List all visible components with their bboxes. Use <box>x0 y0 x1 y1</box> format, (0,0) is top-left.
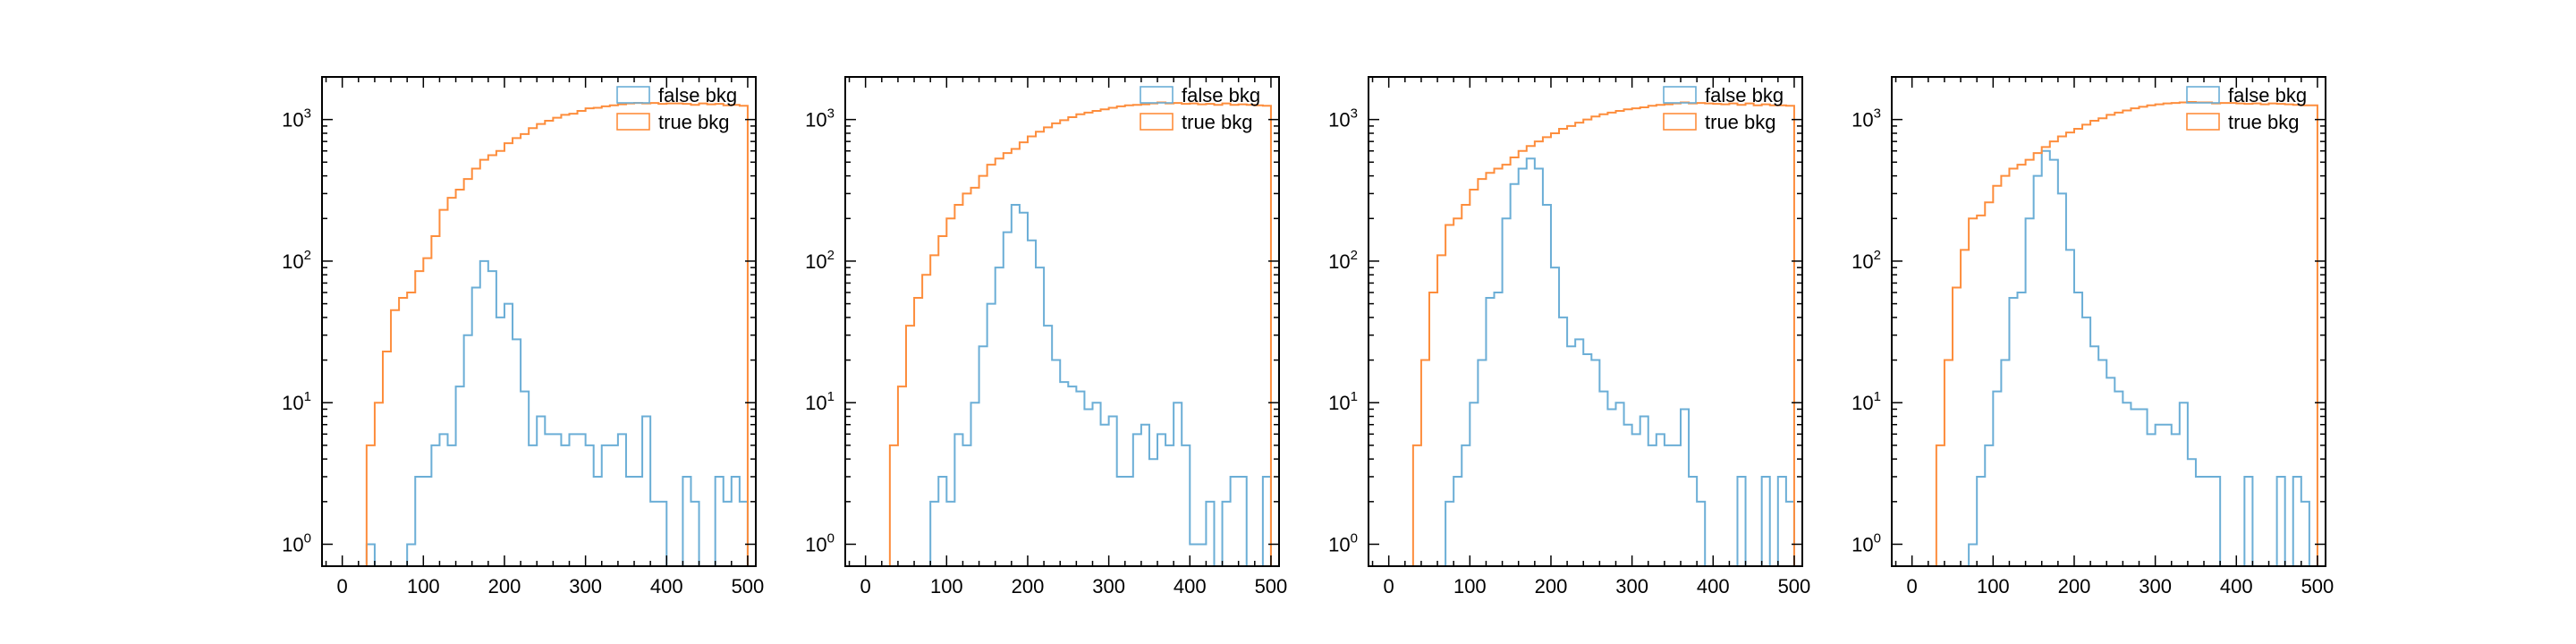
x-tick-label: 400 <box>1697 575 1730 597</box>
x-tick-label: 500 <box>1778 575 1811 597</box>
y-tick-label: 101 <box>805 389 835 414</box>
series-true-bkg-line <box>888 101 1272 566</box>
x-tick-label: 200 <box>1012 575 1045 597</box>
y-tick-label: 100 <box>282 530 311 555</box>
legend: false bkg true bkg <box>1140 84 1260 133</box>
x-tick-label: 300 <box>1615 575 1648 597</box>
legend: false bkg true bkg <box>2186 84 2307 133</box>
legend-label-false-bkg: false bkg <box>2228 84 2307 106</box>
legend-label-true-bkg: true bkg <box>1705 111 1776 133</box>
x-tick-label: 100 <box>930 575 963 597</box>
series-false-bkg-line <box>929 203 1272 566</box>
series-true-bkg-line <box>1411 101 1795 566</box>
y-tick-label: 100 <box>1328 530 1358 555</box>
plot-frame <box>1891 76 2326 567</box>
x-tick-label: 0 <box>337 575 348 597</box>
x-tick-label: 300 <box>2139 575 2172 597</box>
x-tick-label: 400 <box>1174 575 1207 597</box>
legend-label-true-bkg: true bkg <box>1182 111 1253 133</box>
legend-swatch-true-bkg <box>1140 113 1174 131</box>
legend-swatch-false-bkg <box>616 86 650 104</box>
y-tick-label: 103 <box>1852 106 1881 131</box>
series-false-bkg-line <box>365 259 749 566</box>
plot-frame <box>1368 76 1803 567</box>
plot-frame <box>321 76 757 567</box>
x-tick-label: 0 <box>1384 575 1394 597</box>
series-false-bkg-line <box>1968 149 2310 566</box>
legend-swatch-true-bkg <box>616 113 650 131</box>
x-tick-label: 200 <box>1535 575 1568 597</box>
x-tick-label: 100 <box>407 575 440 597</box>
y-tick-label: 102 <box>1852 248 1881 273</box>
series-false-bkg-line <box>1445 157 1795 566</box>
legend-swatch-false-bkg <box>1663 86 1697 104</box>
series-true-bkg-line <box>1935 101 2318 566</box>
legend-swatch-true-bkg <box>1663 113 1697 131</box>
y-tick-label: 100 <box>1852 530 1881 555</box>
x-tick-label: 300 <box>1092 575 1125 597</box>
chart-panel-3: 0 100 200 300 400 500 100 101 102 103 false bkg tru… <box>1328 76 1811 597</box>
legend-swatch-true-bkg <box>2186 113 2220 131</box>
y-tick-label: 103 <box>805 106 835 131</box>
x-tick-label: 0 <box>1907 575 1918 597</box>
x-tick-label: 500 <box>1255 575 1288 597</box>
x-tick-label: 100 <box>1977 575 2010 597</box>
series-true-bkg-line <box>365 102 749 566</box>
legend-label-true-bkg: true bkg <box>2228 111 2300 133</box>
y-tick-label: 100 <box>805 530 835 555</box>
y-tick-label: 102 <box>1328 248 1358 273</box>
legend: false bkg true bkg <box>1663 84 1784 133</box>
y-tick-label: 103 <box>282 106 311 131</box>
x-tick-label: 100 <box>1453 575 1487 597</box>
x-tick-label: 0 <box>860 575 871 597</box>
x-tick-label: 500 <box>732 575 765 597</box>
plot-frame <box>844 76 1280 567</box>
legend-label-true-bkg: true bkg <box>658 111 730 133</box>
x-tick-label: 400 <box>2220 575 2253 597</box>
y-tick-label: 101 <box>1328 389 1358 414</box>
chart-panel-1: 0 100 200 300 400 500 100 101 102 103 false bkg tru… <box>282 76 765 597</box>
y-tick-label: 102 <box>805 248 835 273</box>
x-tick-label: 400 <box>650 575 683 597</box>
y-tick-label: 101 <box>282 389 311 414</box>
y-tick-label: 101 <box>1852 389 1881 414</box>
y-tick-label: 102 <box>282 248 311 273</box>
y-tick-label: 103 <box>1328 106 1358 131</box>
legend-swatch-false-bkg <box>2186 86 2220 104</box>
x-tick-label: 300 <box>569 575 602 597</box>
chart-panel-2: 0 100 200 300 400 500 100 101 102 103 false bkg tru… <box>805 76 1288 597</box>
legend-label-false-bkg: false bkg <box>1705 84 1784 106</box>
x-tick-label: 500 <box>2301 575 2334 597</box>
chart-panel-4: 0 100 200 300 400 500 100 101 102 103 false bkg tru… <box>1852 76 2334 597</box>
legend-label-false-bkg: false bkg <box>1182 84 1260 106</box>
legend-label-false-bkg: false bkg <box>658 84 737 106</box>
x-tick-label: 200 <box>488 575 521 597</box>
x-tick-label: 200 <box>2058 575 2091 597</box>
legend: false bkg true bkg <box>616 84 737 133</box>
legend-swatch-false-bkg <box>1140 86 1174 104</box>
